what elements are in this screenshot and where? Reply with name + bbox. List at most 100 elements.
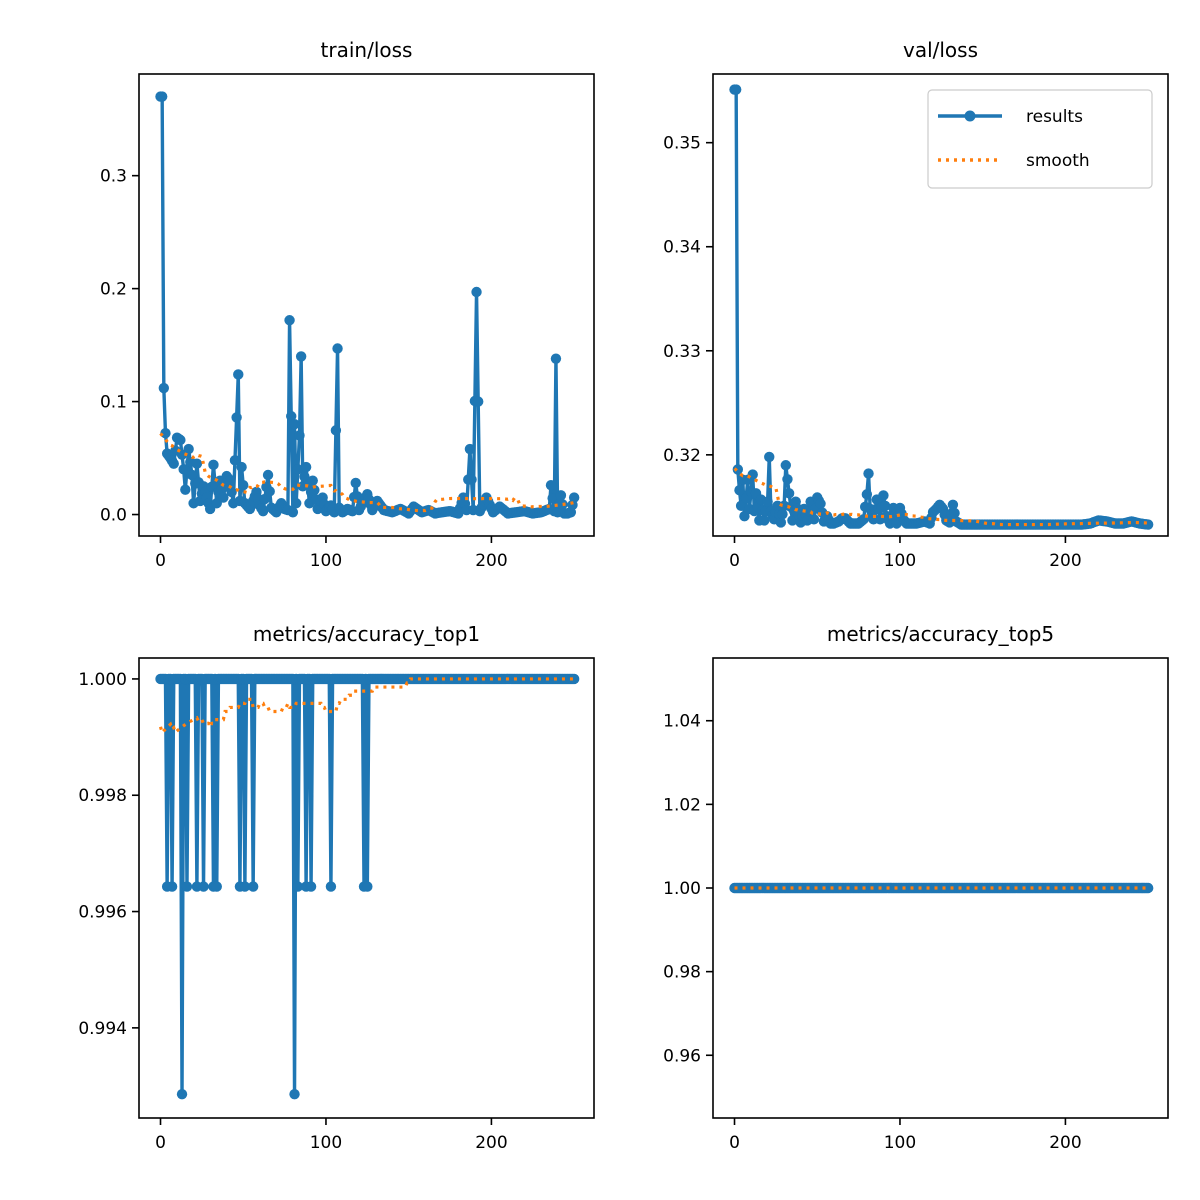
data-point bbox=[292, 464, 304, 475]
x-tick-label: 100 bbox=[884, 1133, 916, 1153]
data-point bbox=[545, 479, 557, 491]
legend-frame bbox=[927, 89, 1153, 189]
y-tick-label: 0.96 bbox=[663, 1046, 701, 1066]
data-point bbox=[555, 490, 567, 501]
data-point bbox=[332, 343, 343, 354]
data-point bbox=[879, 500, 891, 512]
chart-legend: results smooth bbox=[927, 89, 1153, 189]
chart-title: metrics/accuracy_top1 bbox=[253, 622, 480, 646]
data-point bbox=[231, 412, 242, 423]
y-tick-label: 0.35 bbox=[663, 134, 701, 154]
data-point bbox=[947, 499, 959, 510]
y-tick-label: 1.02 bbox=[663, 795, 701, 815]
data-point bbox=[290, 498, 302, 509]
data-point bbox=[861, 489, 873, 500]
data-point bbox=[557, 499, 568, 510]
data-point bbox=[289, 418, 300, 430]
plot-area bbox=[155, 91, 580, 519]
data-point bbox=[257, 505, 269, 517]
data-point bbox=[233, 369, 244, 380]
series-smooth-line bbox=[159, 432, 575, 513]
axes-frame bbox=[712, 73, 1169, 537]
data-point bbox=[808, 514, 820, 525]
chart-accuracy-top1: metrics/accuracy_top1 0 100 200 0.994 0.996 0… bbox=[78, 622, 595, 1153]
legend-results-marker bbox=[964, 110, 976, 122]
data-point bbox=[168, 458, 179, 469]
y-tick-label: 0.994 bbox=[78, 1019, 127, 1039]
data-point bbox=[180, 484, 191, 495]
data-point bbox=[198, 881, 209, 892]
data-point bbox=[229, 455, 241, 466]
data-point bbox=[294, 430, 305, 441]
chart-train-loss: train/loss 0 100 200 0.0 0.1 0.2 0.3 bbox=[100, 38, 595, 571]
data-point bbox=[466, 474, 477, 485]
data-point bbox=[780, 460, 791, 471]
data-point bbox=[735, 500, 747, 512]
x-tick-label: 200 bbox=[475, 551, 507, 571]
x-tick-label: 0 bbox=[729, 551, 740, 571]
data-point bbox=[158, 382, 170, 394]
x-tick-label: 200 bbox=[1049, 551, 1081, 571]
chart-title: val/loss bbox=[903, 38, 978, 62]
data-point bbox=[289, 1088, 300, 1100]
chart-title: train/loss bbox=[321, 38, 413, 62]
data-point bbox=[160, 428, 171, 439]
y-tick-label: 0.996 bbox=[78, 903, 127, 923]
data-point bbox=[764, 451, 775, 463]
data-point bbox=[284, 315, 295, 326]
data-point bbox=[350, 477, 361, 489]
data-point bbox=[815, 498, 826, 509]
data-point bbox=[292, 881, 304, 892]
x-tick-label: 200 bbox=[1049, 1133, 1081, 1153]
x-tick-label: 100 bbox=[310, 1133, 342, 1153]
y-tick-label: 0.2 bbox=[100, 280, 127, 300]
data-point bbox=[305, 881, 317, 892]
data-point bbox=[471, 286, 482, 298]
y-tick-label: 0.0 bbox=[100, 506, 127, 526]
plot-area bbox=[155, 673, 580, 1100]
data-point bbox=[259, 493, 270, 505]
data-point bbox=[208, 459, 219, 471]
x-tick-label: 0 bbox=[155, 1133, 166, 1153]
data-point bbox=[191, 458, 203, 469]
data-point bbox=[863, 468, 874, 479]
data-point bbox=[247, 881, 259, 892]
data-point bbox=[176, 1088, 188, 1100]
data-point bbox=[211, 881, 222, 892]
data-point bbox=[218, 492, 229, 503]
y-tick-label: 0.98 bbox=[663, 963, 701, 983]
series-smooth-line bbox=[733, 467, 1149, 527]
data-point bbox=[325, 881, 337, 892]
legend-label-smooth: smooth bbox=[1026, 151, 1090, 171]
y-tick-label: 1.00 bbox=[663, 879, 701, 899]
data-point bbox=[238, 479, 249, 491]
data-point bbox=[782, 474, 793, 485]
data-point bbox=[777, 508, 788, 520]
data-point bbox=[295, 351, 307, 362]
axes-frame bbox=[138, 657, 595, 1119]
data-point bbox=[550, 353, 562, 364]
chart-title: metrics/accuracy_top5 bbox=[827, 622, 1054, 646]
axes-frame bbox=[138, 73, 595, 537]
data-point bbox=[464, 443, 476, 455]
data-point bbox=[783, 488, 795, 499]
chart-val-loss: val/loss results smooth 0 100 200 0.32 0.33 0… bbox=[663, 38, 1169, 571]
data-point bbox=[286, 411, 297, 422]
data-point bbox=[309, 484, 320, 496]
y-tick-label: 0.3 bbox=[100, 167, 127, 187]
data-point bbox=[183, 443, 194, 455]
data-point bbox=[759, 515, 770, 526]
x-tick-label: 0 bbox=[729, 1133, 740, 1153]
data-point bbox=[300, 461, 312, 473]
data-point bbox=[1142, 882, 1154, 894]
data-point bbox=[739, 511, 750, 522]
y-tick-label: 1.04 bbox=[663, 712, 701, 732]
data-point bbox=[568, 673, 580, 685]
data-point bbox=[181, 881, 193, 892]
data-point bbox=[239, 881, 251, 892]
data-point bbox=[287, 507, 299, 518]
data-point bbox=[299, 471, 310, 482]
legend-label-results: results bbox=[1026, 107, 1083, 127]
